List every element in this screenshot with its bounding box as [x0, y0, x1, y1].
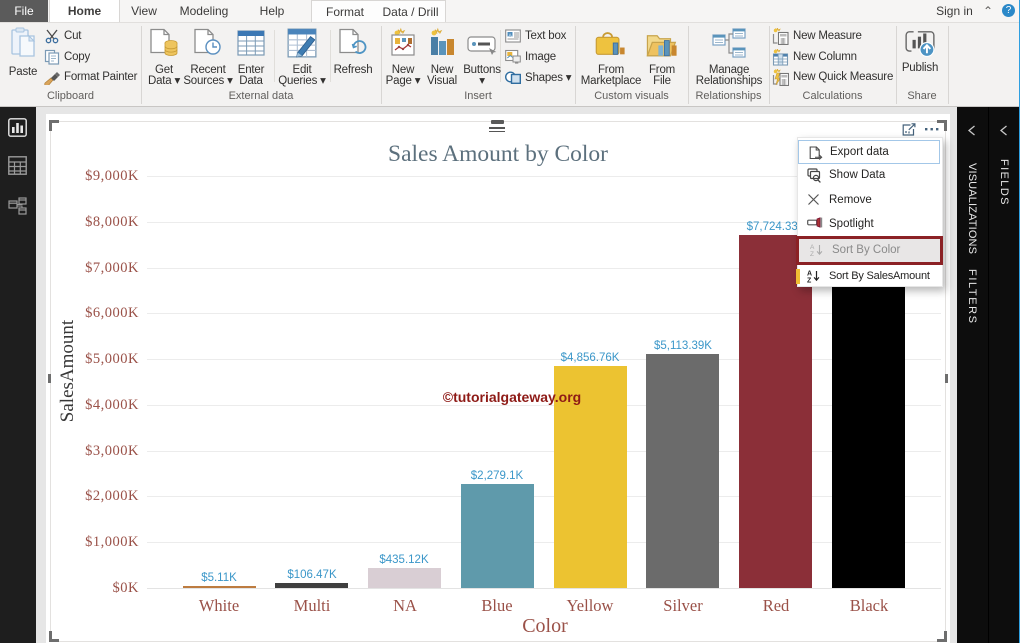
svg-text:A: A: [807, 271, 812, 278]
svg-text:Z: Z: [810, 251, 814, 257]
svg-text:Z: Z: [807, 278, 812, 284]
svg-text:A: A: [509, 32, 512, 37]
svg-text:A: A: [810, 244, 815, 251]
